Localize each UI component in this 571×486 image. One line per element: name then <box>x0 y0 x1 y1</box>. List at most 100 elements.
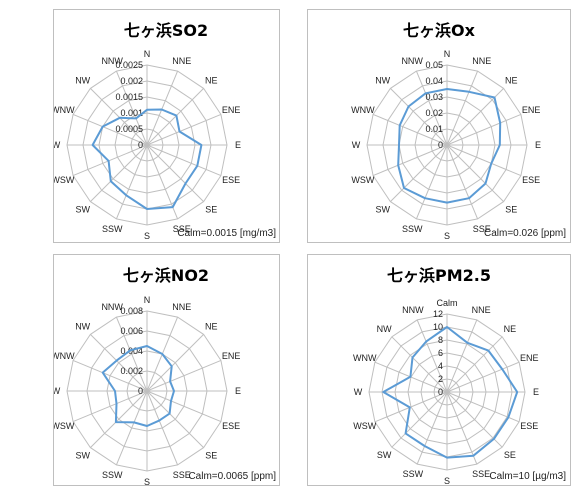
direction-label: SE <box>504 450 516 460</box>
direction-label: SSE <box>472 469 490 479</box>
direction-label: SE <box>205 204 217 214</box>
grid-spoke <box>146 88 204 146</box>
grid-spoke <box>146 113 222 146</box>
grid-spoke <box>416 391 448 465</box>
radar-chart-pm25: Calm NNE NE ENE E ESE SE SSE S SSW SW WSW W WNW NW NNW 0… <box>353 266 566 485</box>
series-line <box>91 108 203 210</box>
tick-label: 0.0025 <box>115 60 143 70</box>
direction-label: NW <box>75 322 90 332</box>
direction-label: WSW <box>54 175 75 185</box>
calm-note: Calm=0.0065 [ppm] <box>188 471 276 482</box>
tick-label: 0 <box>138 140 143 150</box>
chart-panel-ox: N NNE NE ENE E ESE SE SSE S SSW SW WSW W WNW NW NNW 0 0.0… <box>307 9 571 243</box>
grid-spoke <box>115 390 148 466</box>
tick-label: 0.04 <box>425 76 443 86</box>
direction-label: ENE <box>522 105 541 115</box>
direction-label: W <box>352 140 361 150</box>
direction-label: N <box>144 295 151 305</box>
direction-label: NW <box>377 324 392 334</box>
calm-note: Calm=0.0015 [mg/m3] <box>177 228 276 239</box>
grid-spoke <box>446 144 504 202</box>
series-line <box>397 88 502 204</box>
grid-spoke <box>146 70 179 146</box>
tick-label: 0.006 <box>120 326 143 336</box>
tick-label: 10 <box>433 322 443 332</box>
grid-spoke <box>390 88 448 146</box>
grid-spoke <box>446 70 479 146</box>
direction-label: ESE <box>222 175 240 185</box>
grid-spoke <box>391 336 448 393</box>
direction-label: SSE <box>473 224 491 234</box>
calm-note: Calm=10 [µg/m3] <box>489 471 566 482</box>
tick-label: 8 <box>438 335 443 345</box>
direction-label: E <box>535 140 541 150</box>
tick-label: 0 <box>438 140 443 150</box>
chart-title: 七ヶ浜NO2 <box>123 266 209 285</box>
tick-label: 0.01 <box>425 124 443 134</box>
direction-label: S <box>144 477 150 485</box>
direction-label: SSW <box>403 469 424 479</box>
direction-label: ESE <box>522 175 540 185</box>
grid-spoke <box>446 144 522 177</box>
grid-spoke <box>446 319 478 393</box>
direction-label: SE <box>205 450 217 460</box>
grid-spoke <box>446 391 520 423</box>
direction-label: NNE <box>472 56 491 66</box>
tick-label: 0.03 <box>425 92 443 102</box>
grid-spoke <box>146 144 204 202</box>
tick-label: 0 <box>138 386 143 396</box>
tick-label: 0.0015 <box>115 92 143 102</box>
direction-label: ENE <box>222 351 241 361</box>
direction-label: N <box>444 49 451 59</box>
grid-spoke <box>372 144 448 177</box>
direction-label: S <box>444 231 450 241</box>
radar-chart-no2: N NNE NE ENE E ESE SE SSE S SSW SW WSW W WNW NW NNW 0 0.0… <box>54 266 276 485</box>
direction-label: W <box>354 387 363 397</box>
grid-spoke <box>446 336 503 393</box>
direction-label: SW <box>75 204 90 214</box>
grid-spoke <box>146 359 222 392</box>
direction-label: WSW <box>353 421 376 431</box>
direction-label: WSW <box>351 175 374 185</box>
grid-spoke <box>72 390 148 423</box>
grid-spoke <box>146 334 204 392</box>
chart-panel-pm25: Calm NNE NE ENE E ESE SE SSE S SSW SW WSW W WNW NW NNW 0… <box>307 254 571 486</box>
direction-label: SSW <box>102 224 123 234</box>
radar-chart-so2: N NNE NE ENE E ESE SE SSE S SSW SW WSW W WNW NW NNW 0 0.0… <box>54 21 276 241</box>
direction-label: NNE <box>472 305 491 315</box>
direction-label: W <box>54 386 61 396</box>
direction-label: WNW <box>54 105 75 115</box>
direction-label: WSW <box>54 421 75 431</box>
grid-spoke <box>416 319 448 393</box>
direction-label: SSW <box>402 224 423 234</box>
grid-spoke <box>146 390 222 423</box>
direction-label: NW <box>375 76 390 86</box>
direction-label: S <box>444 476 450 485</box>
direction-label: NE <box>205 322 218 332</box>
chart-title: 七ヶ浜Ox <box>403 21 476 40</box>
tick-label: 2 <box>438 374 443 384</box>
direction-label: SW <box>75 450 90 460</box>
grid-spoke <box>90 390 148 448</box>
direction-label: WNW <box>351 105 375 115</box>
radar-chart-ox: N NNE NE ENE E ESE SE SSE S SSW SW WSW W WNW NW NNW 0 0.0… <box>351 21 566 241</box>
direction-label: NW <box>75 76 90 86</box>
tick-label: 6 <box>438 348 443 358</box>
direction-label: NE <box>505 76 518 86</box>
grid-spoke <box>115 70 148 146</box>
tick-label: 4 <box>438 361 443 371</box>
direction-label: NNW <box>101 302 123 312</box>
series-line <box>382 326 519 459</box>
tick-label: 0.05 <box>425 60 443 70</box>
direction-label: SSE <box>173 224 191 234</box>
grid-spoke <box>391 391 448 448</box>
grid-spoke <box>115 144 148 220</box>
direction-label: ESE <box>520 421 538 431</box>
chart-panel-so2: N NNE NE ENE E ESE SE SSE S SSW SW WSW W WNW NW NNW 0 0.0… <box>53 9 280 243</box>
direction-label: WNW <box>54 351 75 361</box>
direction-label: NNW <box>402 305 424 315</box>
direction-label: WNW <box>353 353 377 363</box>
direction-label: NE <box>504 324 517 334</box>
tick-label: 0.004 <box>120 346 143 356</box>
grid-spoke <box>415 144 448 220</box>
